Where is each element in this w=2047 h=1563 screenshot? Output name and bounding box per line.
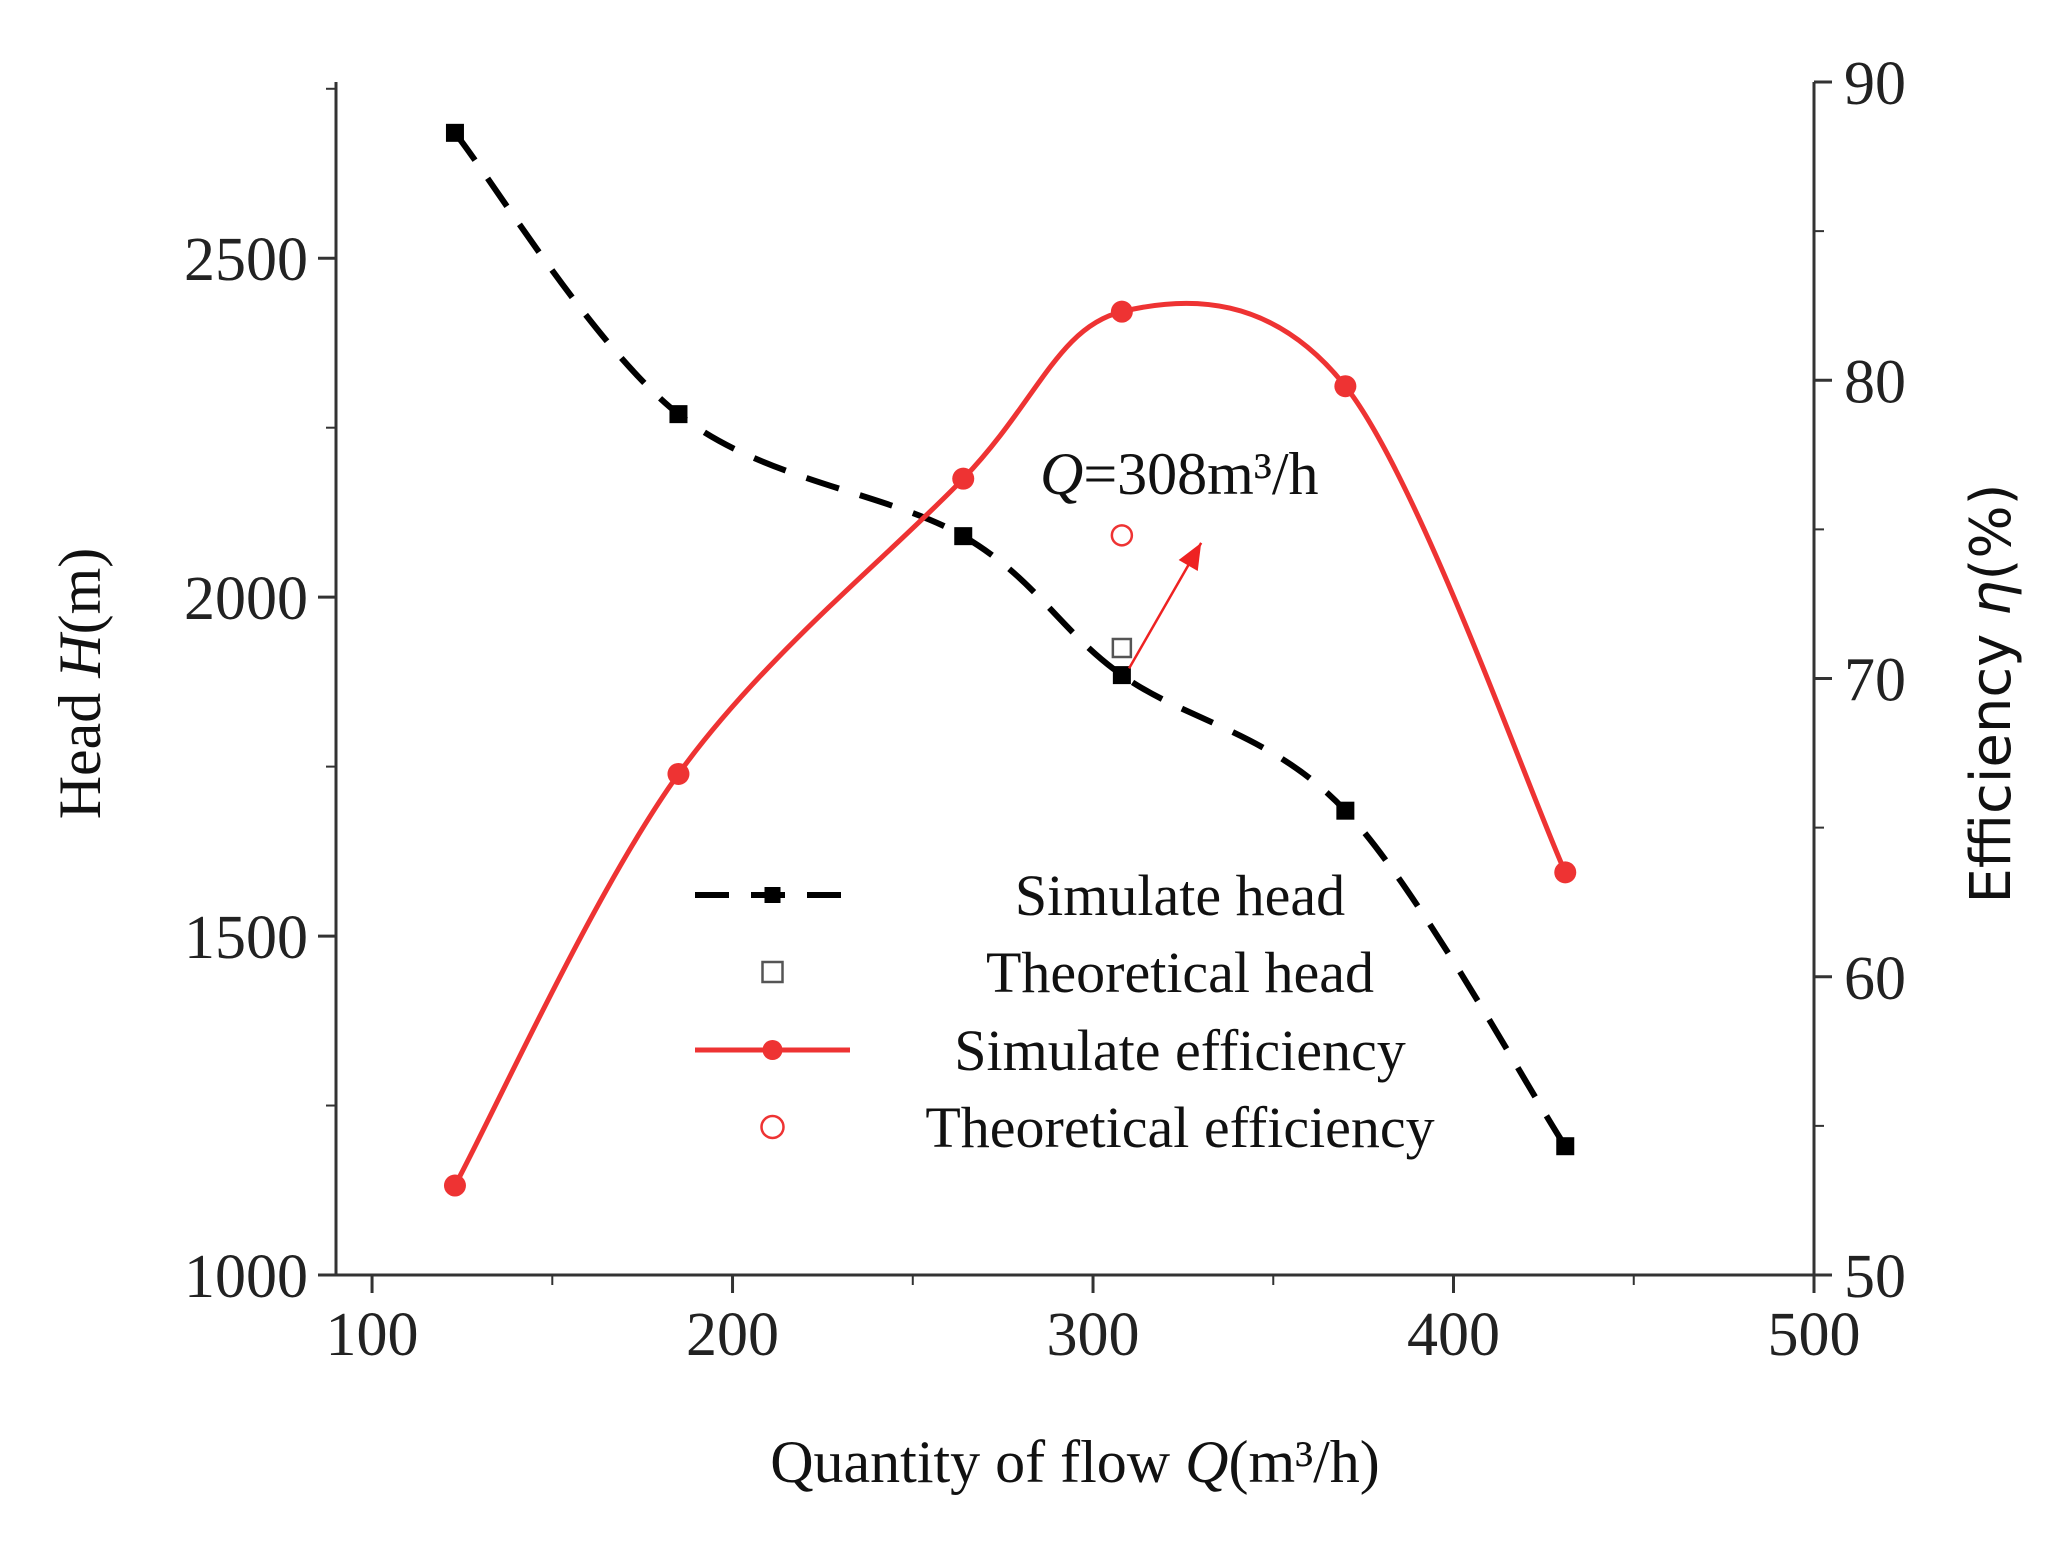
y-right-tick-label: 70 xyxy=(1844,647,1906,715)
legend-theoretical-head-label: Theoretical head xyxy=(986,940,1374,1005)
simulate-efficiency-point xyxy=(1110,300,1133,323)
y-right-tick-label: 80 xyxy=(1844,348,1906,416)
x-tick-label: 100 xyxy=(326,1301,419,1369)
legend-theoretical-efficiency-label: Theoretical efficiency xyxy=(925,1095,1434,1160)
simulate-head-line xyxy=(452,130,1568,1148)
plot-series xyxy=(443,123,1577,1197)
y-left-tick-label: 1000 xyxy=(184,1243,308,1311)
plot-axes: 100 200 300 400 500 1000 1500 2000 2500 50 60 70 80 9… xyxy=(47,50,2024,1495)
simulate-head-point xyxy=(669,405,688,424)
y-right-tick-label: 60 xyxy=(1844,945,1906,1013)
x-axis-title: Quantity of flow Q(m³/h) xyxy=(770,1429,1380,1495)
legend-theoretical-efficiency-marker xyxy=(760,1114,785,1140)
x-tick-label: 300 xyxy=(1047,1301,1140,1369)
simulate-efficiency-point xyxy=(667,762,690,785)
simulate-efficiency-point xyxy=(952,467,975,490)
y-right-axis-title: Efficiency η(%) xyxy=(1959,484,2024,904)
simulate-efficiency-point xyxy=(1334,375,1357,398)
simulate-head-point xyxy=(445,123,464,142)
simulate-efficiency-line xyxy=(452,300,1568,1187)
x-tick-label: 500 xyxy=(1768,1301,1861,1369)
x-tick-label: 200 xyxy=(686,1301,779,1369)
plot-annotation: Q=308m³/h xyxy=(1040,441,1319,669)
annotation-label: Q=308m³/h xyxy=(1040,441,1319,507)
simulate-head-point xyxy=(1336,801,1355,820)
legend-simulate-efficiency-marker xyxy=(762,1040,783,1060)
legend-simulate-head-marker xyxy=(764,887,781,903)
y-left-tick-label: 2000 xyxy=(184,565,308,633)
theoretical-head-point xyxy=(1111,637,1133,659)
x-tick-label: 400 xyxy=(1407,1301,1500,1369)
y-left-axis-title: Head H(m) xyxy=(47,548,113,820)
simulate-head-point xyxy=(1556,1137,1575,1156)
y-left-tick-label: 1500 xyxy=(184,904,308,972)
simulate-efficiency-point xyxy=(1554,861,1577,884)
y-right-tick-label: 90 xyxy=(1844,50,1906,118)
legend-simulate-head-label: Simulate head xyxy=(1015,863,1345,928)
legend-simulate-efficiency-label: Simulate efficiency xyxy=(954,1018,1405,1083)
y-right-tick-label: 50 xyxy=(1844,1243,1906,1311)
legend: Simulate head Theoretical head Simulate ef… xyxy=(695,863,1435,1160)
simulate-head-point xyxy=(954,527,973,546)
simulate-efficiency-point xyxy=(443,1174,466,1197)
simulate-head-point xyxy=(1112,666,1131,685)
legend-theoretical-head-marker xyxy=(761,960,784,984)
annotation-arrow-head xyxy=(1178,542,1202,571)
theoretical-efficiency-point xyxy=(1110,524,1134,547)
y-left-tick-label: 2500 xyxy=(184,226,308,294)
